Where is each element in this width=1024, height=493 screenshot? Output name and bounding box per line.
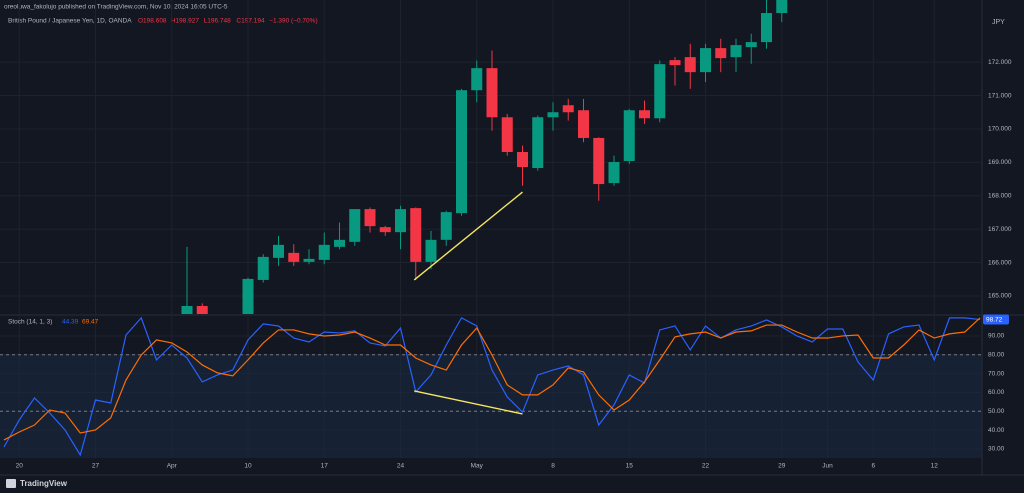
candle-body [547,112,559,118]
footer-brand: TradingView [20,479,68,488]
candle-body [517,151,528,168]
ohlc-item: O198.608 [138,18,167,25]
y-tick-label: 167.000 [988,226,1012,233]
candle-body [700,48,711,73]
x-tick-label: May [471,463,484,470]
x-tick-label: Apr [167,463,178,470]
y-tick-label: 80.00 [988,352,1005,359]
candle-body [578,110,589,138]
x-tick-label: 15 [626,463,634,470]
candle-body [257,256,269,280]
indicator-title: Stoch (14, 1, 3) [8,319,52,326]
x-tick-label: 27 [92,463,100,470]
y-tick-label: 40.00 [988,427,1005,434]
candle-body [684,57,696,73]
candle-body [181,305,193,314]
candle-body [303,258,315,262]
last-value-badge [983,314,1009,325]
x-tick-label: 10 [244,463,252,470]
pane [0,0,982,314]
band [0,354,982,458]
x-tick-label: Jun [822,463,833,470]
y-tick-label: 171.000 [988,92,1012,99]
y-tick-label: 50.00 [988,408,1005,415]
x-tick-label: 8 [551,463,555,470]
legend-value: 44.39 [62,319,79,326]
ohlc-item: C197.194 [236,18,265,25]
candle-body [761,13,772,43]
ohlc-item: −1.390 (−0.70%) [269,18,317,25]
x-tick-label: 24 [397,463,405,470]
trendline [414,390,523,415]
x-tick-label: 6 [871,463,875,470]
candle-body [318,244,330,260]
candle-body [715,48,727,59]
candle-body [379,227,391,233]
candle-body [486,68,498,118]
candle-body [349,209,361,242]
y-tick-label: 169.000 [988,159,1012,166]
x-tick-label: 22 [702,463,710,470]
candle-body [440,212,452,240]
author-line: oreoluwa_fakolujo published on TradingVi… [4,4,228,11]
candle-body [471,68,483,91]
candle-body [501,117,513,152]
currency: JPY [992,19,1005,26]
candle-body [273,244,284,258]
candle-body [608,162,620,184]
candle-body [425,239,437,262]
y-tick-label: 172.000 [988,59,1012,66]
candle-body [593,137,605,185]
x-tick-label: 29 [778,463,786,470]
candle-body [242,278,254,314]
y-tick-label: 60.00 [988,389,1005,396]
ohlc-item: H198.927 [171,18,200,25]
y-tick-label: 165.000 [988,293,1012,300]
y-tick-label: 168.000 [988,192,1012,199]
candle-body [532,117,544,169]
candle-body [776,0,788,14]
y-tick-label: 30.00 [988,446,1005,453]
y-tick-label: 90.00 [988,333,1005,340]
logo [6,479,16,488]
candle-body [288,252,300,262]
candle-body [395,209,406,233]
candle-body [669,60,681,66]
x-tick-label: 20 [16,463,24,470]
stoch-line [3,317,981,441]
y-tick-label: 166.000 [988,259,1012,266]
candle-body [562,105,574,113]
ohlc-item: L196.748 [204,18,231,25]
candle-body [745,42,757,48]
candle-body [334,239,345,247]
y-tick-label: 170.000 [988,126,1012,133]
candle-body [639,110,650,119]
symbol: British Pound / Japanese Yen, 1D, OANDA [8,18,132,25]
x-tick-label: 12 [931,463,939,470]
legend-value: 69.47 [82,319,99,326]
candle-body [654,64,666,119]
trendline [413,191,523,281]
candle-body [364,209,376,227]
candle-body [623,110,635,162]
candle-body [196,305,208,314]
candle-body [730,45,742,58]
pane [0,316,982,458]
last-value-label: 98.72 [986,316,1003,323]
candle-body [410,208,422,262]
x-tick-label: 17 [321,463,329,470]
candle-body [456,90,467,214]
y-tick-label: 70.00 [988,370,1005,377]
